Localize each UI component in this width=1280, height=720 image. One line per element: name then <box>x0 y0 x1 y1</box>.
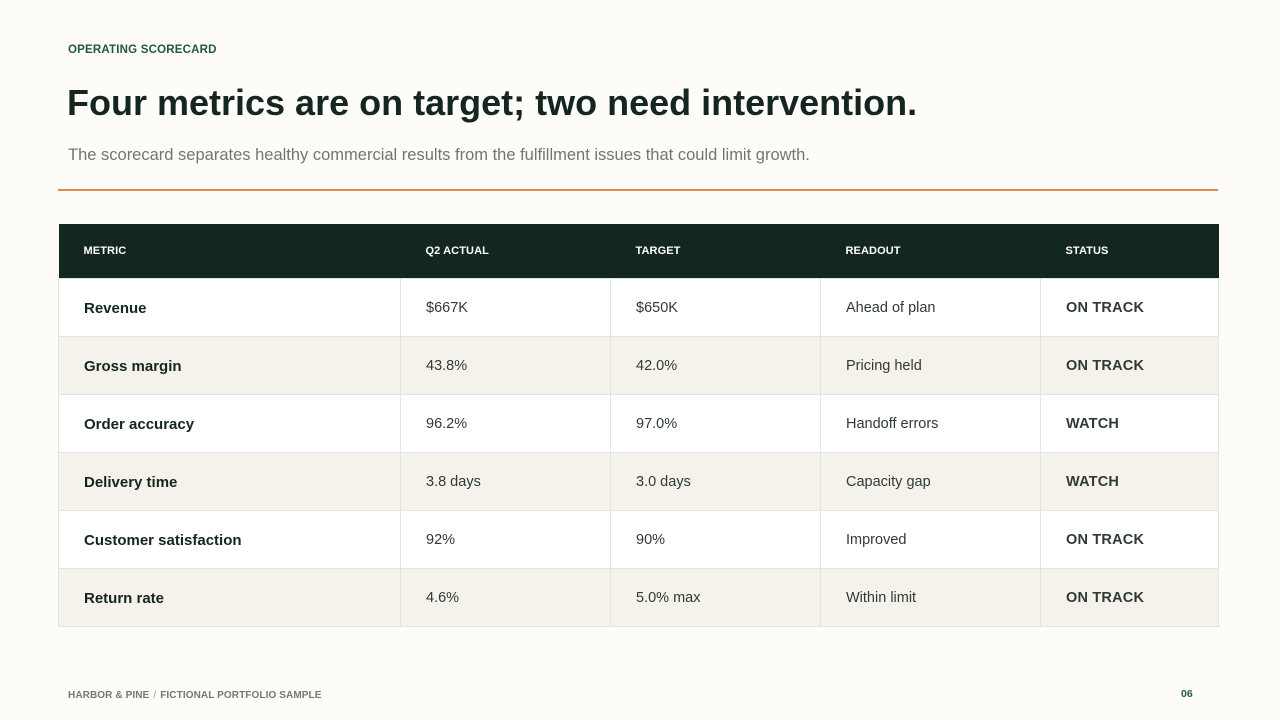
readout-cell: Handoff errors <box>820 394 1041 453</box>
footer-note: FICTIONAL PORTFOLIO SAMPLE <box>160 690 322 701</box>
status-cell: ON TRACK <box>1040 336 1219 395</box>
table-row: Revenue $667K $650K Ahead of plan ON TRA… <box>58 278 1219 337</box>
metric-cell: Order accuracy <box>58 394 401 453</box>
actual-cell: $667K <box>400 278 611 337</box>
column-header-target: TARGET <box>610 224 821 279</box>
column-header-q2-actual: Q2 ACTUAL <box>400 224 611 279</box>
target-cell: 90% <box>610 510 821 569</box>
metric-cell: Revenue <box>58 278 401 337</box>
target-cell: 42.0% <box>610 336 821 395</box>
metric-cell: Customer satisfaction <box>58 510 401 569</box>
table-row: Delivery time 3.8 days 3.0 days Capacity… <box>58 452 1219 511</box>
readout-cell: Within limit <box>820 568 1041 627</box>
page-number: 06 <box>1181 688 1193 700</box>
scorecard-table: METRIC Q2 ACTUAL TARGET READOUT STATUS R… <box>58 224 1219 627</box>
column-header-status: STATUS <box>1040 224 1219 279</box>
metric-cell: Gross margin <box>58 336 401 395</box>
footer-separator: / <box>153 690 157 701</box>
actual-cell: 4.6% <box>400 568 611 627</box>
status-cell: WATCH <box>1040 452 1219 511</box>
table-row: Order accuracy 96.2% 97.0% Handoff error… <box>58 394 1219 453</box>
column-header-readout: READOUT <box>820 224 1041 279</box>
status-cell: ON TRACK <box>1040 568 1219 627</box>
actual-cell: 43.8% <box>400 336 611 395</box>
accent-divider <box>58 189 1218 191</box>
actual-cell: 96.2% <box>400 394 611 453</box>
eyebrow-label: OPERATING SCORECARD <box>68 44 217 56</box>
actual-cell: 92% <box>400 510 611 569</box>
table-header-row: METRIC Q2 ACTUAL TARGET READOUT STATUS <box>58 224 1219 279</box>
page-subtitle: The scorecard separates healthy commerci… <box>68 146 810 164</box>
target-cell: $650K <box>610 278 821 337</box>
page-title: Four metrics are on target; two need int… <box>67 82 918 123</box>
status-cell: ON TRACK <box>1040 510 1219 569</box>
readout-cell: Improved <box>820 510 1041 569</box>
readout-cell: Ahead of plan <box>820 278 1041 337</box>
table-row: Return rate 4.6% 5.0% max Within limit O… <box>58 568 1219 627</box>
target-cell: 3.0 days <box>610 452 821 511</box>
metric-cell: Delivery time <box>58 452 401 511</box>
table-row: Gross margin 43.8% 42.0% Pricing held ON… <box>58 336 1219 395</box>
metric-cell: Return rate <box>58 568 401 627</box>
status-cell: ON TRACK <box>1040 278 1219 337</box>
footer-credit: HARBOR & PINE / FICTIONAL PORTFOLIO SAMPLE <box>68 690 322 701</box>
actual-cell: 3.8 days <box>400 452 611 511</box>
target-cell: 97.0% <box>610 394 821 453</box>
readout-cell: Capacity gap <box>820 452 1041 511</box>
readout-cell: Pricing held <box>820 336 1041 395</box>
column-header-metric: METRIC <box>58 224 401 279</box>
status-cell: WATCH <box>1040 394 1219 453</box>
target-cell: 5.0% max <box>610 568 821 627</box>
table-row: Customer satisfaction 92% 90% Improved O… <box>58 510 1219 569</box>
footer-brand: HARBOR & PINE <box>68 690 150 701</box>
